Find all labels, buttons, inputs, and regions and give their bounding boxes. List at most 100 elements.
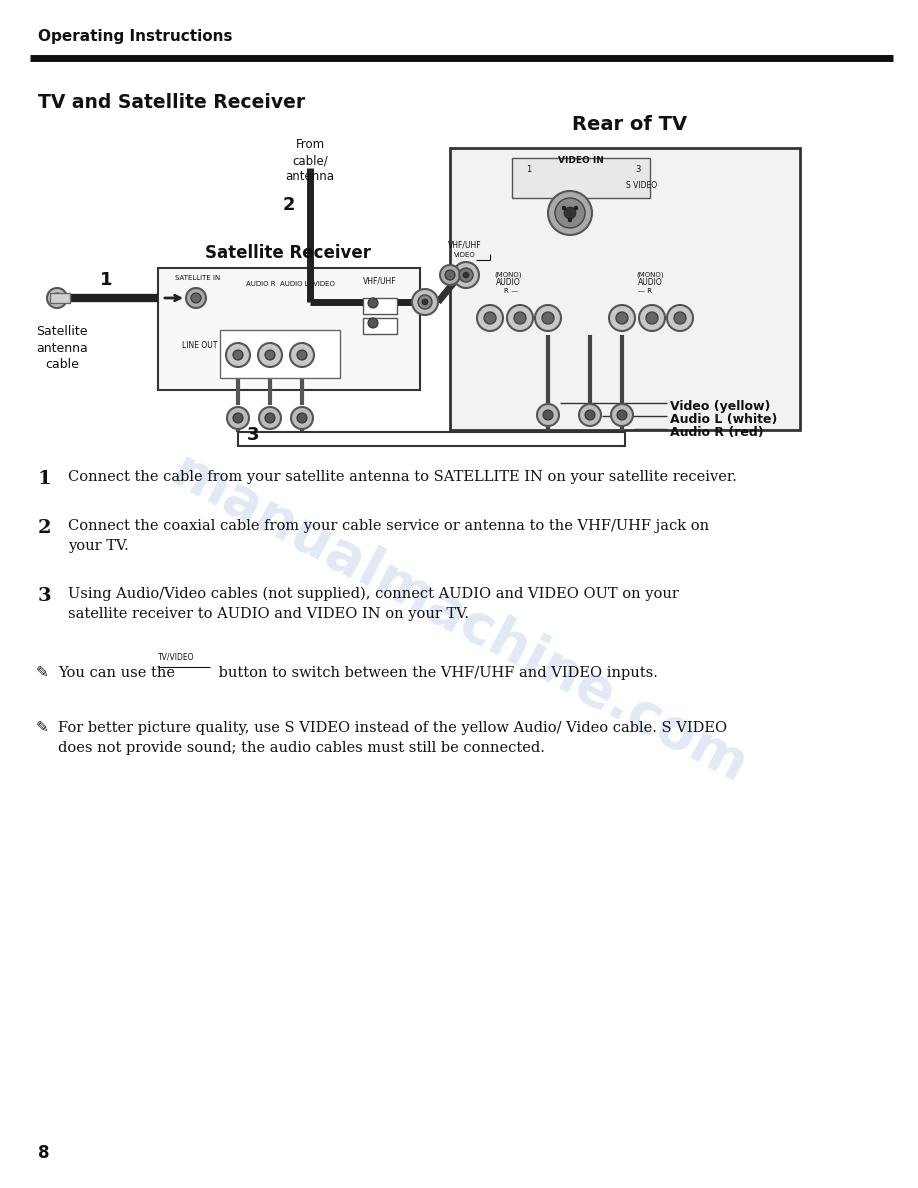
Circle shape — [585, 410, 595, 421]
Text: Rear of TV: Rear of TV — [573, 115, 688, 134]
Text: (MONO): (MONO) — [494, 272, 521, 278]
Text: TV/VIDEO: TV/VIDEO — [158, 653, 195, 662]
Bar — [363, 298, 397, 314]
Text: 2: 2 — [283, 196, 296, 214]
Text: 2: 2 — [38, 519, 51, 537]
Circle shape — [226, 343, 250, 367]
Circle shape — [507, 305, 533, 331]
Circle shape — [574, 206, 578, 210]
Text: 3: 3 — [635, 165, 641, 173]
Text: Connect the coaxial cable from your cable service or antenna to the VHF/UHF jack: Connect the coaxial cable from your cabl… — [68, 519, 709, 554]
Circle shape — [548, 191, 592, 235]
Text: 3: 3 — [247, 426, 260, 444]
Bar — [50, 293, 70, 303]
Circle shape — [445, 270, 455, 280]
Circle shape — [667, 305, 693, 331]
Text: ✎: ✎ — [36, 665, 49, 680]
Circle shape — [297, 413, 307, 423]
Text: 3: 3 — [38, 587, 51, 605]
Text: IN: IN — [375, 301, 385, 309]
Circle shape — [368, 298, 378, 308]
Circle shape — [453, 263, 479, 287]
Circle shape — [514, 312, 526, 324]
Text: Using Audio/Video cables (not supplied), connect AUDIO and VIDEO OUT on your
sat: Using Audio/Video cables (not supplied),… — [68, 587, 679, 621]
Bar — [238, 432, 625, 446]
Bar — [158, 268, 420, 390]
Bar — [363, 318, 397, 334]
Circle shape — [484, 312, 496, 324]
Text: AUDIO: AUDIO — [496, 278, 521, 287]
Text: Audio R (red): Audio R (red) — [670, 426, 764, 440]
Text: Connect the cable from your satellite antenna to SATELLITE IN on your satellite : Connect the cable from your satellite an… — [68, 470, 737, 484]
Text: manualmachine.com: manualmachine.com — [162, 444, 756, 795]
Circle shape — [611, 404, 633, 426]
Circle shape — [609, 305, 635, 331]
Circle shape — [291, 407, 313, 429]
Circle shape — [290, 343, 314, 367]
Circle shape — [564, 207, 576, 219]
Text: S VIDEO: S VIDEO — [626, 181, 657, 190]
Text: 1: 1 — [100, 271, 113, 289]
Text: VIDEO: VIDEO — [454, 252, 476, 258]
Text: R —: R — — [504, 287, 518, 293]
Text: SATELLITE IN: SATELLITE IN — [175, 274, 220, 282]
Circle shape — [191, 293, 201, 303]
Circle shape — [258, 343, 282, 367]
Circle shape — [265, 350, 275, 360]
Text: For better picture quality, use S VIDEO instead of the yellow Audio/ Video cable: For better picture quality, use S VIDEO … — [58, 721, 727, 756]
Circle shape — [542, 312, 554, 324]
Circle shape — [368, 318, 378, 328]
Circle shape — [579, 404, 601, 426]
Text: VHF/UHF: VHF/UHF — [364, 277, 397, 286]
Circle shape — [477, 305, 503, 331]
Circle shape — [265, 413, 275, 423]
Bar — [450, 148, 800, 430]
Circle shape — [186, 287, 206, 308]
Circle shape — [535, 305, 561, 331]
Text: Satellite Receiver: Satellite Receiver — [205, 244, 371, 263]
Circle shape — [562, 206, 566, 210]
Circle shape — [459, 268, 473, 282]
Text: AUDIO: AUDIO — [638, 278, 663, 287]
Circle shape — [646, 312, 658, 324]
Circle shape — [639, 305, 665, 331]
Text: LINE OUT: LINE OUT — [182, 341, 218, 350]
Text: ✎: ✎ — [36, 720, 49, 735]
Text: Video (yellow): Video (yellow) — [670, 400, 770, 413]
Text: Satellite
antenna
cable: Satellite antenna cable — [36, 326, 88, 371]
Circle shape — [259, 407, 281, 429]
Circle shape — [227, 407, 249, 429]
Circle shape — [617, 410, 627, 421]
Circle shape — [422, 299, 428, 305]
Circle shape — [52, 293, 62, 303]
Text: (MONO): (MONO) — [636, 272, 664, 278]
Text: — R: — R — [638, 287, 652, 293]
Circle shape — [233, 350, 243, 360]
Text: OUT: OUT — [371, 320, 389, 329]
Text: Operating Instructions: Operating Instructions — [38, 29, 232, 44]
Circle shape — [418, 295, 432, 309]
Text: Audio L (white): Audio L (white) — [670, 413, 778, 426]
Circle shape — [568, 219, 572, 222]
Circle shape — [463, 272, 469, 278]
Text: button to switch between the VHF/UHF and VIDEO inputs.: button to switch between the VHF/UHF and… — [214, 666, 658, 680]
Text: 1: 1 — [38, 470, 51, 488]
Text: VHF/UHF: VHF/UHF — [448, 241, 482, 249]
Circle shape — [412, 289, 438, 315]
Text: 8: 8 — [38, 1144, 50, 1162]
Bar — [512, 158, 650, 198]
Text: VIDEO IN: VIDEO IN — [558, 156, 604, 165]
Circle shape — [233, 413, 243, 423]
Circle shape — [674, 312, 686, 324]
Circle shape — [616, 312, 628, 324]
Circle shape — [440, 265, 460, 285]
Bar — [220, 330, 340, 378]
Circle shape — [537, 404, 559, 426]
Circle shape — [543, 410, 553, 421]
Circle shape — [47, 287, 67, 308]
Circle shape — [297, 350, 307, 360]
Text: TV and Satellite Receiver: TV and Satellite Receiver — [38, 93, 306, 112]
Circle shape — [555, 198, 585, 228]
Text: AUDIO R  AUDIO L  VIDEO: AUDIO R AUDIO L VIDEO — [245, 282, 334, 287]
Text: From
cable/
antenna: From cable/ antenna — [285, 138, 334, 183]
